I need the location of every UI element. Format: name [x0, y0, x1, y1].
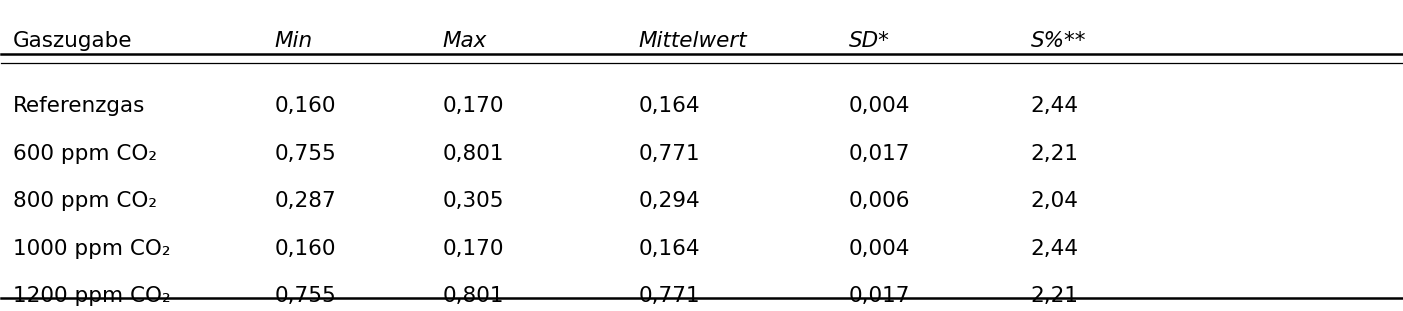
Text: 0,294: 0,294: [638, 191, 700, 211]
Text: 0,170: 0,170: [442, 96, 504, 116]
Text: 0,017: 0,017: [849, 144, 911, 164]
Text: 2,21: 2,21: [1031, 286, 1079, 306]
Text: 0,771: 0,771: [638, 286, 700, 306]
Text: 0,771: 0,771: [638, 144, 700, 164]
Text: 0,164: 0,164: [638, 96, 700, 116]
Text: Min: Min: [275, 31, 313, 52]
Text: 0,160: 0,160: [275, 96, 335, 116]
Text: 0,801: 0,801: [442, 286, 504, 306]
Text: 0,160: 0,160: [275, 239, 335, 259]
Text: Gaszugabe: Gaszugabe: [13, 31, 132, 52]
Text: 0,755: 0,755: [275, 286, 337, 306]
Text: 0,004: 0,004: [849, 239, 911, 259]
Text: 0,305: 0,305: [442, 191, 504, 211]
Text: 0,170: 0,170: [442, 239, 504, 259]
Text: S%**: S%**: [1031, 31, 1086, 52]
Text: 2,04: 2,04: [1031, 191, 1079, 211]
Text: 800 ppm CO₂: 800 ppm CO₂: [13, 191, 157, 211]
Text: 2,21: 2,21: [1031, 144, 1079, 164]
Text: 0,287: 0,287: [275, 191, 337, 211]
Text: Mittelwert: Mittelwert: [638, 31, 748, 52]
Text: SD*: SD*: [849, 31, 890, 52]
Text: 0,755: 0,755: [275, 144, 337, 164]
Text: 1200 ppm CO₂: 1200 ppm CO₂: [13, 286, 170, 306]
Text: 0,006: 0,006: [849, 191, 911, 211]
Text: 1000 ppm CO₂: 1000 ppm CO₂: [13, 239, 170, 259]
Text: 0,801: 0,801: [442, 144, 504, 164]
Text: 2,44: 2,44: [1031, 96, 1079, 116]
Text: 600 ppm CO₂: 600 ppm CO₂: [13, 144, 157, 164]
Text: 0,017: 0,017: [849, 286, 911, 306]
Text: Referenzgas: Referenzgas: [13, 96, 145, 116]
Text: 0,164: 0,164: [638, 239, 700, 259]
Text: Max: Max: [442, 31, 487, 52]
Text: 2,44: 2,44: [1031, 239, 1079, 259]
Text: 0,004: 0,004: [849, 96, 911, 116]
